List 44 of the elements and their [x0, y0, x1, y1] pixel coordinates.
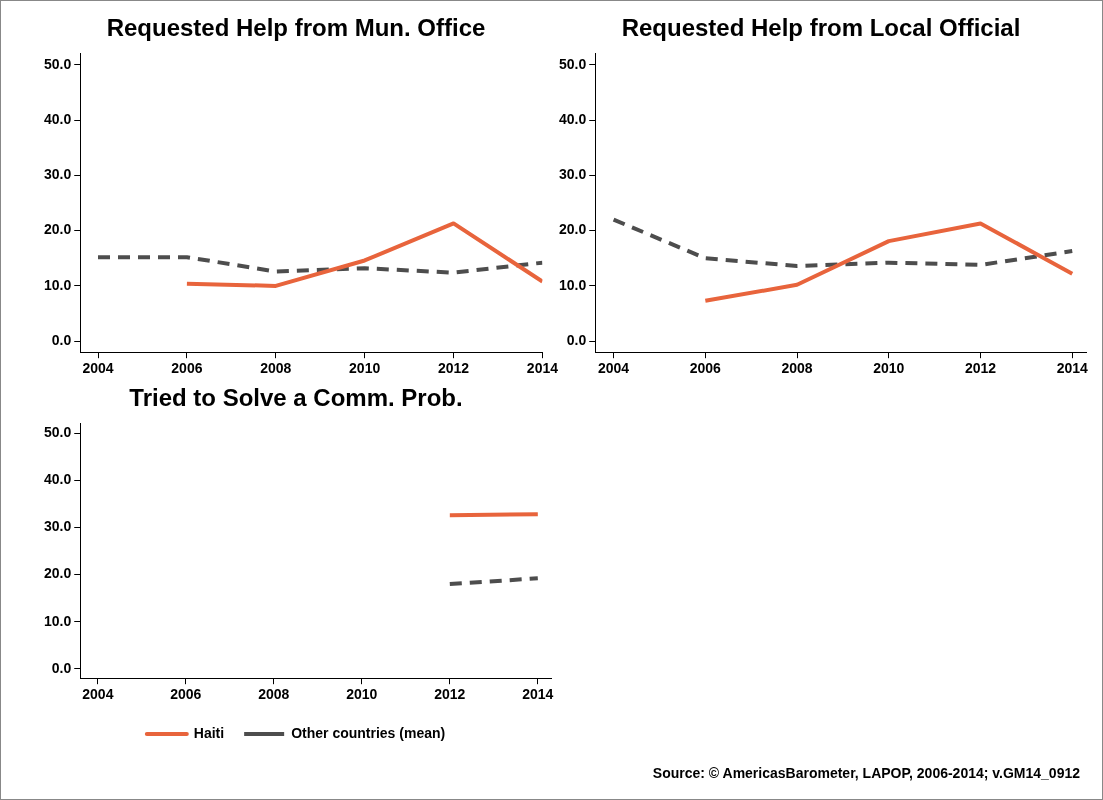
y-tick-label: 40.0: [44, 471, 72, 488]
legend-label: Haiti: [193, 724, 225, 741]
x-tick-label: 2012: [437, 360, 470, 377]
source-note: Source: © AmericasBarometer, LAPOP, 2006-2014; v.GM14_0912: [652, 765, 1080, 781]
x-tick-label: 2004: [82, 360, 114, 377]
x-tick-label: 2010: [346, 686, 378, 703]
x-tick-label: 2014: [522, 686, 554, 703]
line-series: [96, 255, 543, 275]
y-tick-label: 10.0: [44, 612, 72, 629]
y-tick-label: 40.0: [559, 110, 587, 127]
line-series: [611, 217, 1075, 268]
x-tick-label: 2010: [349, 360, 381, 377]
x-tick-label: 2008: [260, 360, 292, 377]
y-tick-label: 30.0: [44, 518, 72, 535]
x-tick-label: 2006: [171, 360, 203, 377]
y-tick-label: 10.0: [559, 276, 587, 293]
x-tick-label: 2006: [170, 686, 202, 703]
chart-title: Requested Help from Local Official: [621, 14, 1021, 42]
y-tick-label: 0.0: [566, 332, 587, 349]
chart-title: Requested Help from Mun. Office: [106, 14, 486, 42]
y-tick-label: 50.0: [44, 55, 72, 72]
x-tick-label: 2010: [873, 360, 905, 377]
x-tick-label: 2008: [781, 360, 813, 377]
y-tick-label: 0.0: [51, 659, 72, 676]
x-tick-label: 2012: [434, 686, 466, 703]
y-tick-label: 30.0: [559, 166, 587, 183]
x-tick-label: 2006: [689, 360, 722, 377]
y-tick-label: 20.0: [44, 221, 72, 238]
y-tick-label: 10.0: [44, 276, 72, 293]
x-tick-label: 2014: [1056, 360, 1089, 377]
x-tick-label: 2014: [526, 360, 559, 377]
x-tick-label: 2004: [82, 686, 114, 703]
x-tick-label: 2004: [598, 360, 630, 377]
chart-title: Tried to Solve a Comm. Prob.: [129, 384, 463, 412]
y-tick-label: 20.0: [44, 565, 72, 582]
y-tick-label: 0.0: [51, 332, 72, 349]
y-tick-label: 30.0: [44, 166, 72, 183]
x-tick-label: 2012: [964, 360, 997, 377]
y-tick-label: 50.0: [559, 55, 587, 72]
y-tick-label: 20.0: [559, 221, 587, 238]
x-tick-label: 2008: [258, 686, 290, 703]
legend-label: Other countries (mean): [291, 724, 446, 741]
y-tick-label: 50.0: [44, 424, 72, 441]
y-tick-label: 40.0: [44, 110, 72, 127]
